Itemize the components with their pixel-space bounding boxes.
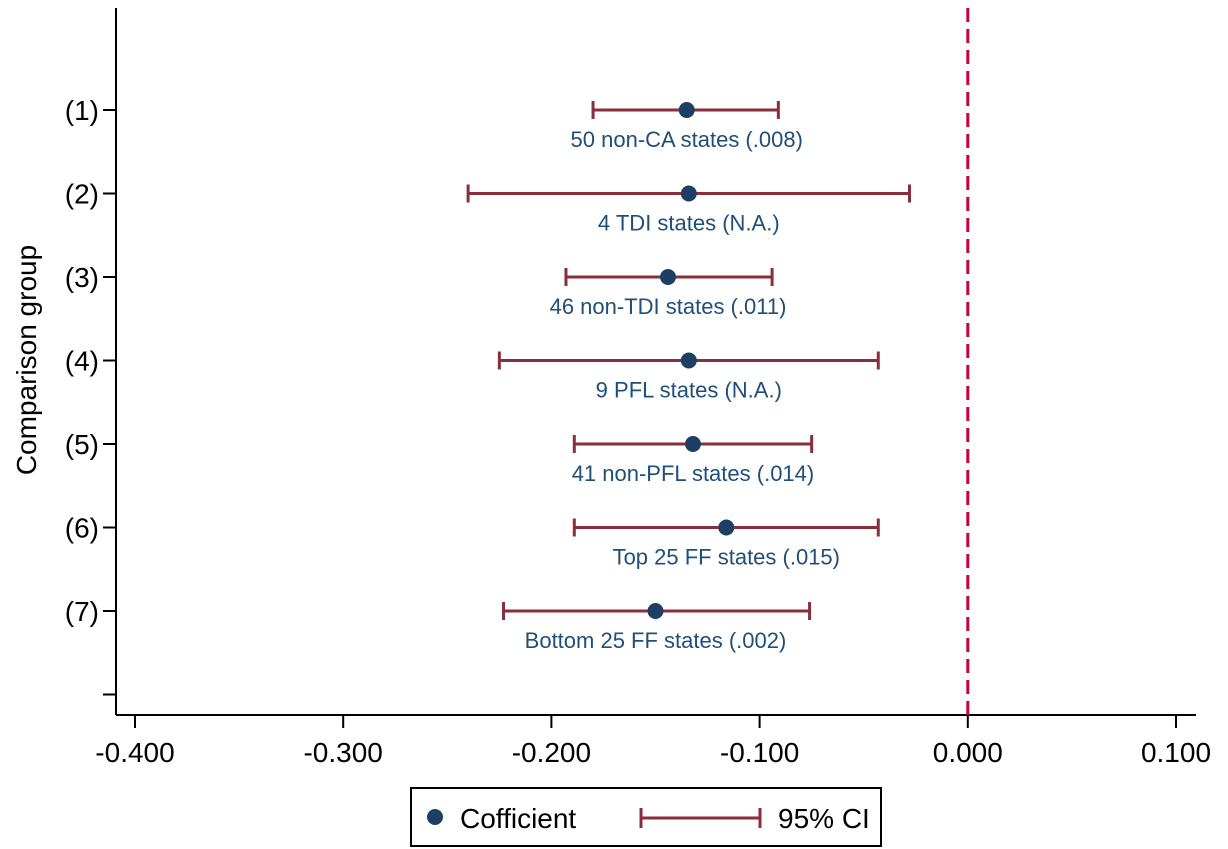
x-tick-label: -0.300 [303, 737, 382, 768]
chart-marks: 50 non-CA states (.008) 4 TDI states (N.A… [466, 8, 970, 715]
point-label: Top 25 FF states (.015) [613, 545, 840, 570]
legend-marker-coefficient [427, 809, 443, 825]
point-label: 9 PFL states (N.A.) [596, 378, 782, 403]
legend: Cofficient 95% CI [410, 787, 882, 847]
coefficient-marker [647, 603, 664, 619]
coefficient-marker [680, 352, 697, 369]
legend-label-coefficient: Cofficient [460, 803, 577, 834]
legend-symbols [427, 808, 762, 828]
axes: -0.400 -0.300 -0.200 -0.100 0.000 0.100 (1) (2)… [65, 8, 1211, 768]
forest-plot: -0.400 -0.300 -0.200 -0.100 0.000 0.100 (1) (2)… [11, 8, 1211, 768]
x-tick-label: -0.400 [95, 737, 174, 768]
legend-label-ci: 95% CI [778, 803, 870, 834]
coefficient-marker [684, 436, 701, 452]
point-label: 50 non-CA states (.008) [571, 127, 803, 152]
x-tick-label: -0.200 [512, 737, 591, 768]
y-tick-label: (4) [65, 346, 99, 377]
point-label: 46 non-TDI states (.011) [550, 294, 787, 319]
y-tick-label: (3) [65, 262, 99, 293]
coefficient-marker [680, 185, 697, 202]
coefficient-marker [718, 519, 735, 536]
x-tick-label: 0.000 [933, 737, 1003, 768]
x-tick-label: -0.100 [720, 737, 799, 768]
point-label: Bottom 25 FF states (.002) [525, 628, 787, 653]
coefficient-marker [678, 102, 695, 118]
y-tick-label: (6) [65, 513, 99, 544]
point-label: 4 TDI states (N.A.) [598, 211, 780, 236]
y-tick-label: (5) [65, 429, 99, 460]
point-label: 41 non-PFL states (.014) [572, 461, 815, 486]
x-tick-label: 0.100 [1141, 737, 1211, 768]
coefficient-marker [659, 269, 676, 285]
y-tick-label: (7) [65, 596, 99, 627]
y-tick-label: (1) [65, 95, 99, 126]
y-axis-label: Comparison group [11, 245, 42, 475]
y-tick-label: (2) [65, 179, 99, 210]
